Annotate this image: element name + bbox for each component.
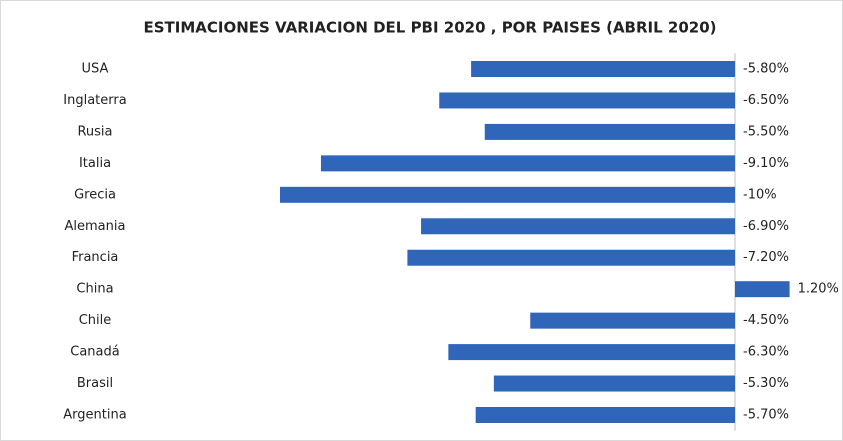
bar (280, 186, 735, 203)
category-label: Canadá (70, 345, 119, 360)
bar (493, 375, 735, 392)
bar (439, 92, 735, 109)
category-label: Francia (72, 250, 119, 265)
bar (471, 61, 735, 77)
bar (448, 344, 735, 361)
bar (484, 123, 735, 140)
bar (407, 249, 735, 266)
bar (530, 312, 735, 329)
category-label: USA (82, 62, 109, 77)
bar (735, 281, 790, 298)
value-label: -5.70% (743, 408, 789, 423)
category-label: Rusia (77, 124, 112, 139)
bar (475, 407, 735, 423)
value-label: -5.80% (743, 62, 789, 77)
value-label: 1.20% (798, 282, 839, 297)
chart-title: ESTIMACIONES VARIACION DEL PBI 2020 , PO… (143, 19, 716, 37)
value-label: -5.30% (743, 376, 789, 391)
bar (320, 155, 735, 172)
category-label: Argentina (63, 408, 126, 423)
value-label: -6.50% (743, 93, 789, 108)
value-label: -9.10% (743, 156, 789, 171)
category-label: Italia (79, 156, 111, 171)
category-label: Brasil (77, 376, 113, 391)
value-label: -10% (743, 187, 777, 202)
category-label: Grecia (74, 187, 116, 202)
category-label: Alemania (65, 219, 126, 234)
value-label: -4.50% (743, 313, 789, 328)
bar (421, 218, 735, 235)
category-label: China (76, 282, 113, 297)
value-label: -6.30% (743, 345, 789, 360)
value-label: -5.50% (743, 124, 789, 139)
category-label: Inglaterra (63, 93, 126, 108)
value-label: -7.20% (743, 250, 789, 265)
value-label: -6.90% (743, 219, 789, 234)
category-label: Chile (79, 313, 112, 328)
